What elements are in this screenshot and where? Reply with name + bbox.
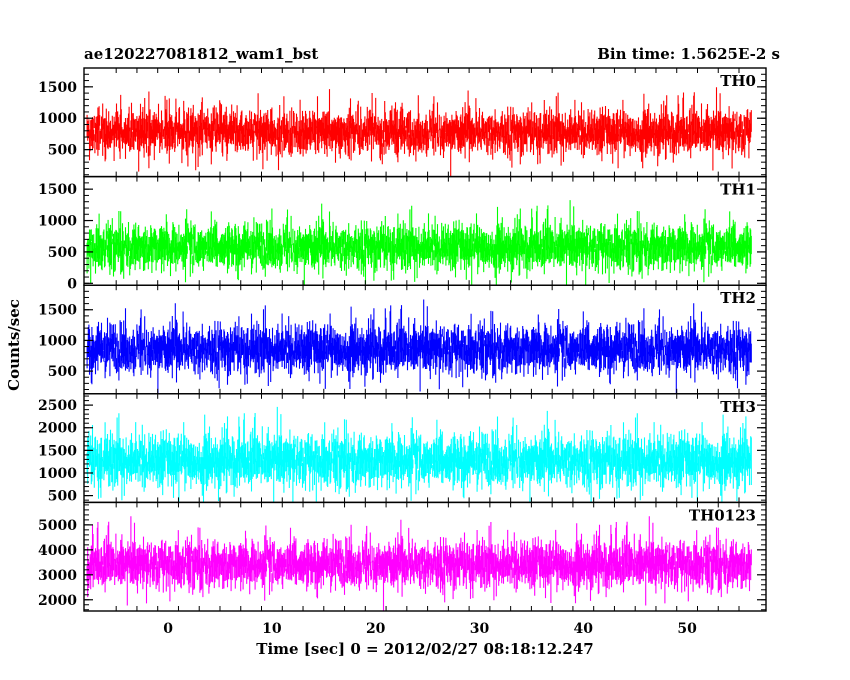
series-th0: [86, 87, 752, 177]
x-tick-label: 40: [574, 621, 594, 637]
y-tick-label: 1500: [38, 80, 77, 96]
series-th0123: [86, 516, 752, 611]
chart-title: ae120227081812_wam1_bst: [84, 45, 318, 63]
y-tick-label: 1500: [38, 443, 77, 459]
y-tick-label: 1000: [38, 111, 77, 127]
x-axis: 0 10 20 30 40 50: [163, 621, 697, 637]
bin-time-label: Bin time: 1.5625E-2 s: [597, 45, 780, 63]
y-tick-label: 500: [48, 364, 77, 380]
panel-th1: 0 500 1000 1500 TH1: [38, 175, 767, 292]
y-tick-label: 2500: [38, 398, 77, 414]
y-tick-label: 500: [48, 143, 77, 159]
x-tick-label: 50: [677, 621, 697, 637]
y-tick-label: 5000: [38, 518, 77, 534]
x-tick-label: 30: [470, 621, 490, 637]
x-tick-label: 20: [366, 621, 386, 637]
y-axis-label: Counts/sec: [5, 299, 23, 391]
panel-th2: 500 1000 1500 TH2: [38, 284, 767, 395]
panel-th0123: 2000 3000 4000 5000 TH0123: [38, 501, 767, 612]
y-tick-label: 1000: [38, 466, 77, 482]
y-tick-label: 2000: [38, 593, 77, 609]
panel-th0: 500 1000 1500 TH0: [38, 67, 767, 178]
x-tick-label: 10: [262, 621, 282, 637]
y-tick-label: 500: [48, 245, 77, 261]
series-th1: [86, 200, 752, 286]
y-tick-label: 3000: [38, 568, 77, 584]
panel-label-th2: TH2: [720, 289, 756, 307]
series-th3: [86, 406, 752, 503]
x-axis-label: Time [sec] 0 = 2012/02/27 08:18:12.247: [256, 640, 593, 658]
x-tick-label: 0: [163, 621, 173, 637]
y-tick-label: 1000: [38, 333, 77, 349]
panel-label-th0: TH0: [720, 72, 756, 90]
panels-group: 500 1000 1500 TH0 0 500 1000 1500 TH1 500 1000 1500…: [38, 67, 767, 612]
y-tick-label: 1000: [38, 214, 77, 230]
panel-th3: 500 1000 1500 2000 2500 TH3: [38, 393, 767, 505]
panel-label-th1: TH1: [720, 181, 756, 199]
y-tick-label: 1500: [38, 303, 77, 319]
panel-frame: [83, 501, 767, 612]
y-tick-label: 500: [48, 489, 77, 505]
y-tick-label: 2000: [38, 421, 77, 437]
panel-label-th0123: TH0123: [689, 506, 756, 524]
y-tick-label: 4000: [38, 543, 77, 559]
series-th2: [86, 299, 752, 394]
panel-label-th3: TH3: [720, 398, 756, 416]
y-tick-label: 1500: [38, 182, 77, 198]
y-tick-label: 0: [67, 276, 77, 292]
